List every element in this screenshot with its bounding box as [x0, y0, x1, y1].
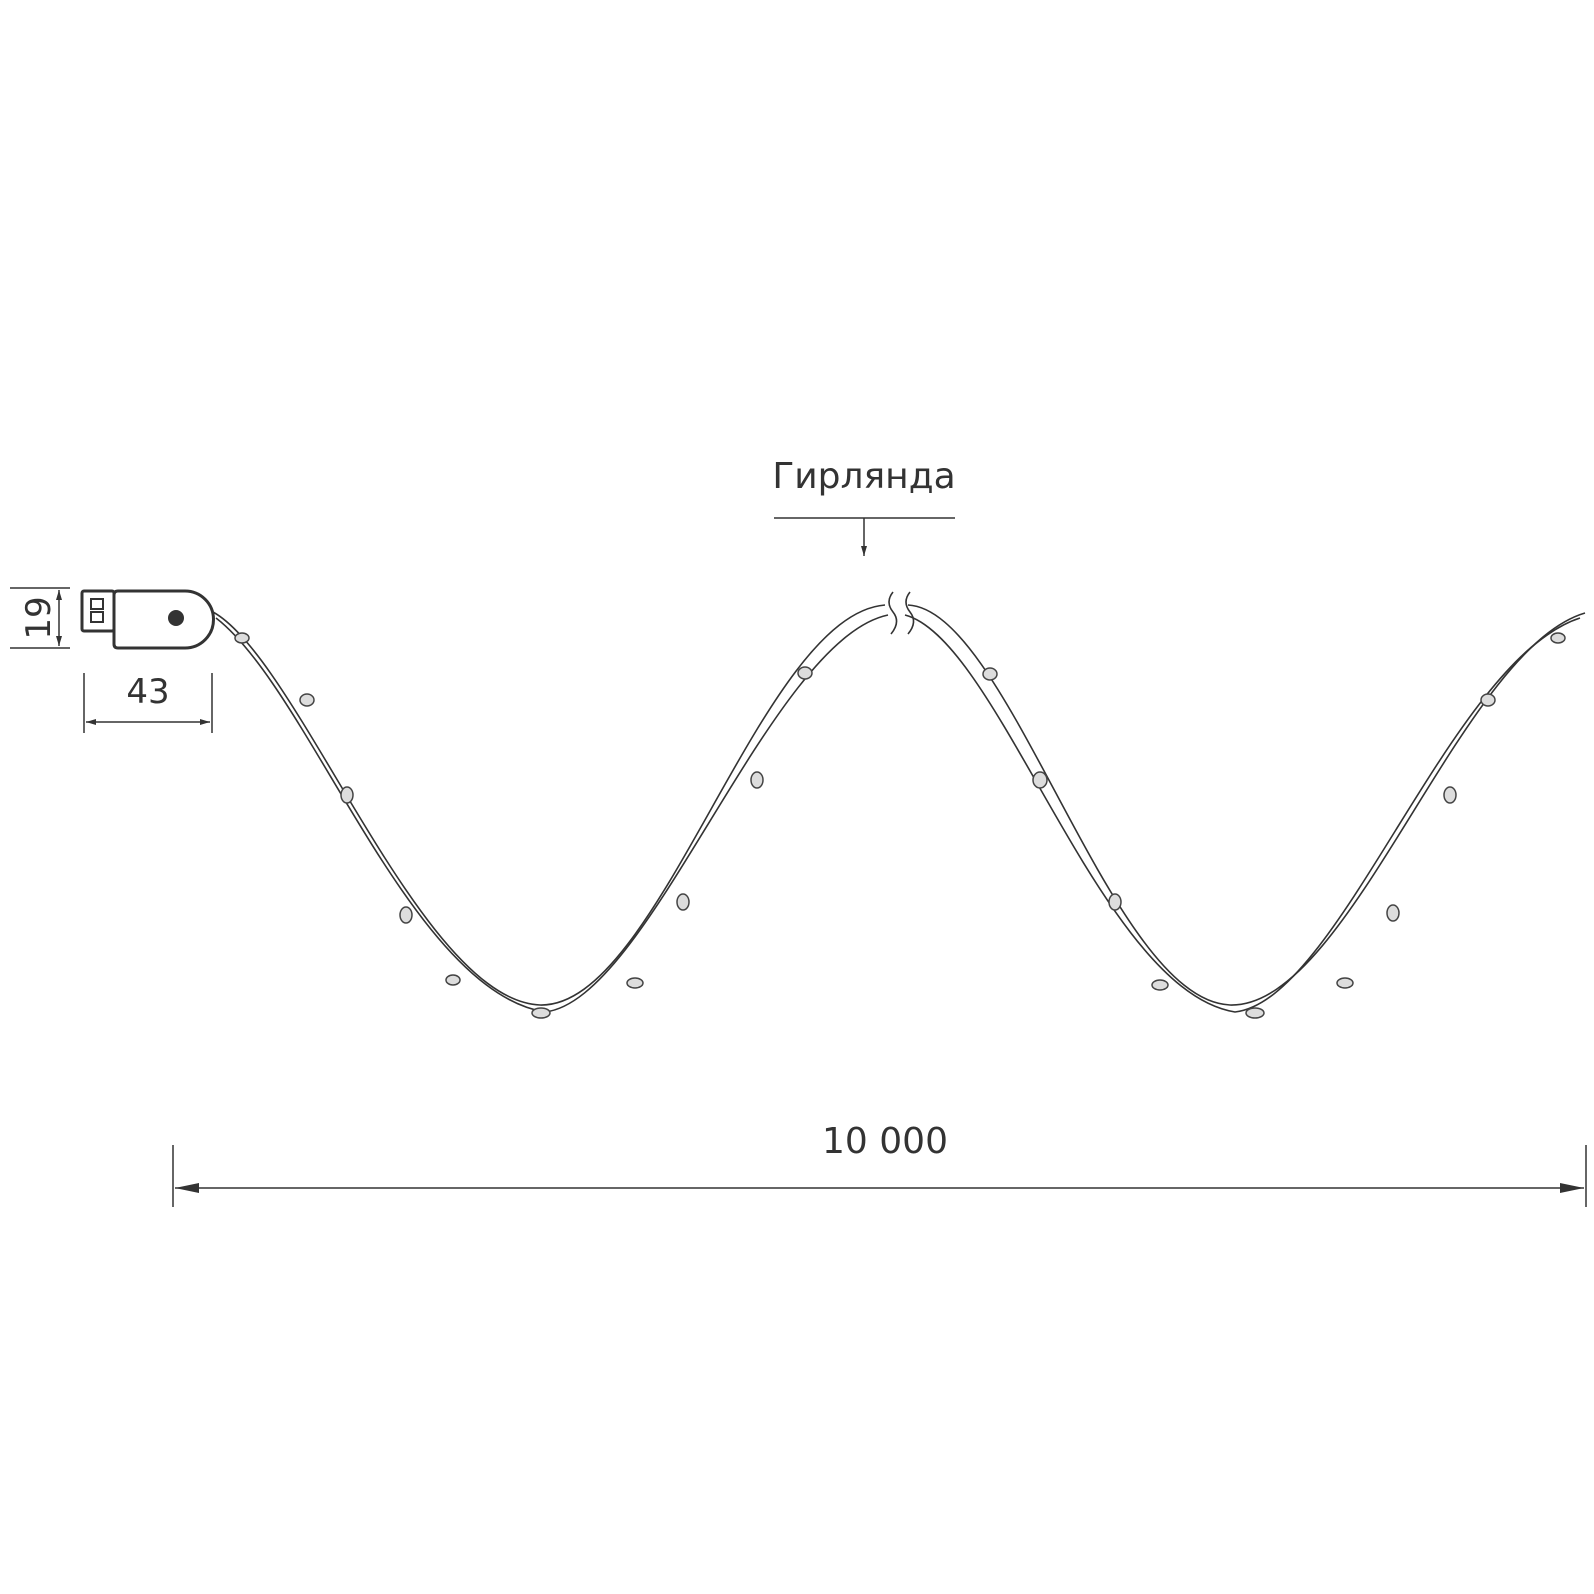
led-beads — [234, 632, 1566, 1019]
led-icon — [399, 906, 413, 924]
led-icon — [1443, 786, 1457, 804]
led-icon — [531, 1007, 551, 1019]
width-label: 43 — [126, 672, 169, 712]
led-icon — [1108, 893, 1122, 911]
length-label: 10 000 — [822, 1121, 948, 1162]
led-icon — [982, 667, 998, 681]
led-icon — [750, 771, 764, 789]
garland-wire — [212, 591, 1586, 1013]
led-icon — [1151, 979, 1169, 991]
garland-leader — [774, 517, 955, 556]
led-icon — [340, 786, 354, 804]
usb-plug-icon — [80, 589, 215, 650]
garland-label: Гирлянда — [772, 456, 955, 497]
width-dimension — [83, 673, 213, 733]
led-icon — [1245, 1007, 1265, 1019]
led-icon — [234, 632, 250, 644]
led-icon — [797, 666, 813, 680]
led-icon — [1550, 632, 1566, 644]
led-icon — [676, 893, 690, 911]
led-icon — [445, 974, 461, 986]
height-dimension — [10, 587, 70, 649]
led-icon — [1336, 977, 1354, 989]
led-icon — [1386, 904, 1400, 922]
height-label: 19 — [19, 596, 59, 639]
led-icon — [1480, 693, 1496, 707]
led-icon — [626, 977, 644, 989]
led-icon — [299, 693, 315, 707]
length-dimension — [172, 1145, 1587, 1207]
led-icon — [1032, 771, 1048, 789]
